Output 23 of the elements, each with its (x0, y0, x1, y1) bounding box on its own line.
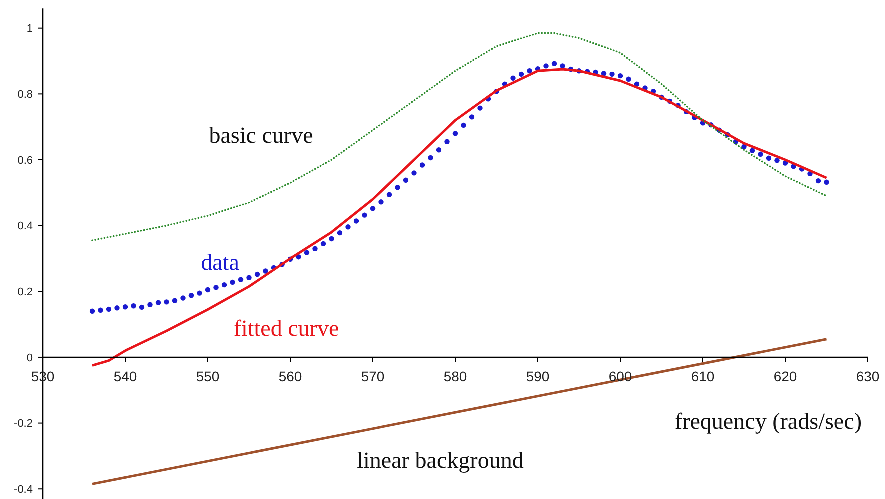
y-tick-label: -0.4 (14, 484, 33, 496)
x-tick-label: 540 (114, 368, 138, 384)
y-tick-label: 0.8 (18, 89, 33, 102)
x-tick-label: 630 (856, 368, 880, 384)
series-label: fitted curve (234, 316, 340, 341)
x-tick-label: 570 (361, 368, 385, 384)
line-series (92, 32, 828, 242)
series-label: basic curve (209, 122, 314, 148)
x-tick-label: 590 (526, 368, 550, 384)
x-tick-label: 550 (196, 368, 220, 384)
y-tick-label: 0 (26, 352, 33, 364)
x-tick-label: 580 (444, 368, 468, 384)
y-tick-label: 0.4 (18, 220, 33, 233)
series-label: data (201, 250, 240, 275)
y-tick-label: -0.2 (14, 418, 33, 430)
y-tick-label: 0.2 (18, 286, 33, 298)
x-tick-label: 620 (774, 368, 798, 384)
x-tick-label: 610 (691, 368, 715, 384)
y-tick-label: 1 (26, 23, 33, 36)
x-tick-label: 560 (278, 368, 302, 384)
x-axis-title: frequency (rads/sec) (674, 409, 862, 434)
y-tick-label: 0.6 (18, 154, 33, 167)
series-label: linear background (357, 448, 524, 474)
